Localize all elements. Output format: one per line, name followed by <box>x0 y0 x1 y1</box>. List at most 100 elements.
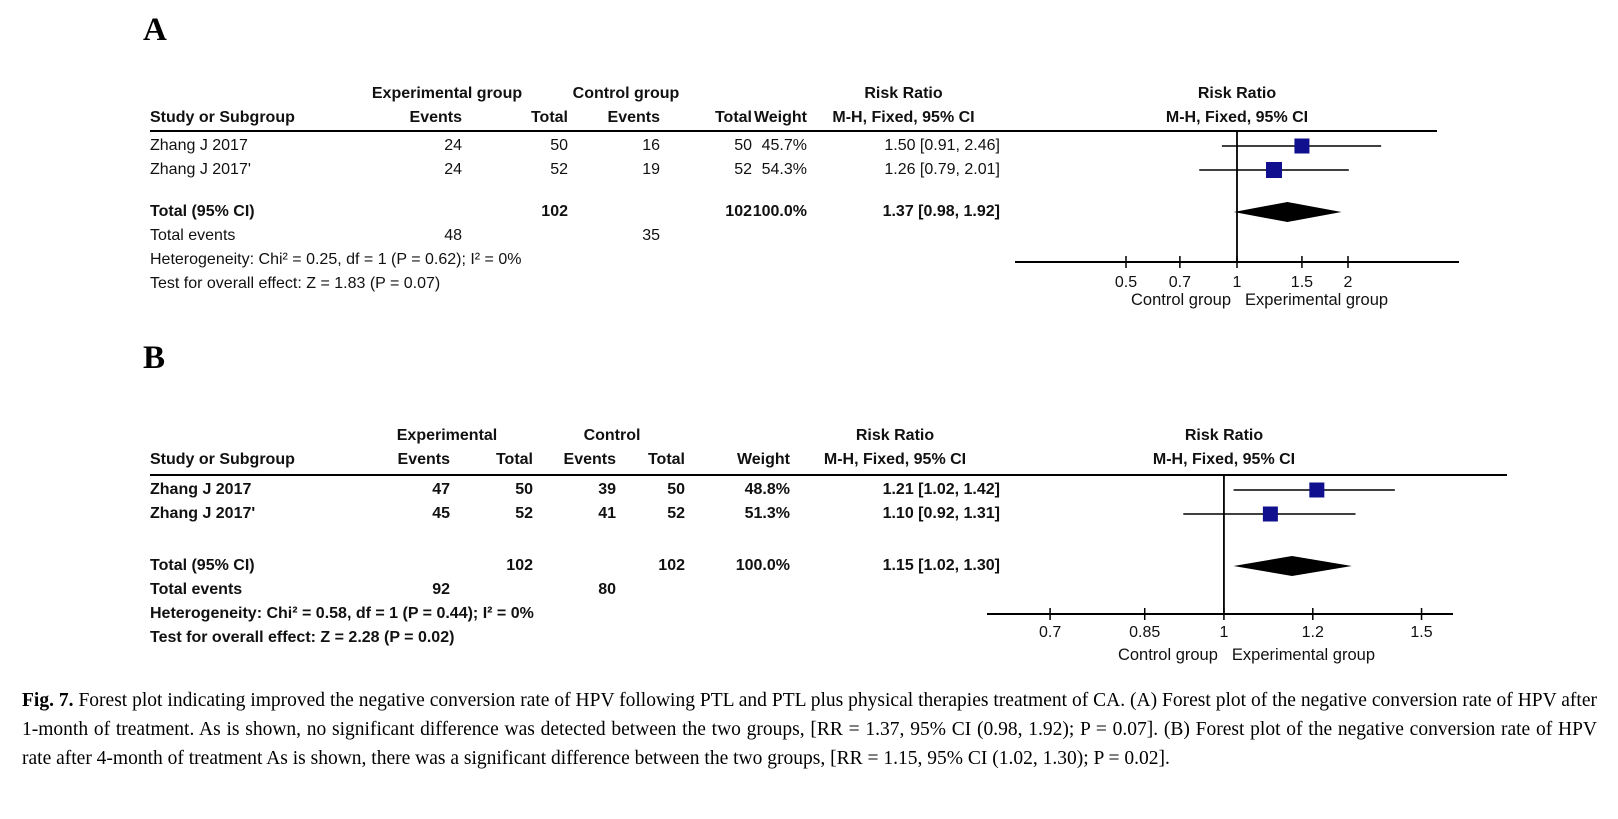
ctrl-events: 41 <box>598 505 616 522</box>
total-risk-ratio-ci: 1.15 [1.02, 1.30] <box>882 557 1000 574</box>
group-header-control: Control <box>583 427 641 444</box>
ctrl-total: 52 <box>667 505 685 522</box>
total-events-exp: 92 <box>432 581 450 598</box>
risk-ratio-ci: 1.10 [0.92, 1.31] <box>882 505 1000 522</box>
weight-value: 51.3% <box>744 505 790 522</box>
forest-plot-a: 0.5 0.7 1 1.5 2 Control group Experimental gro… <box>1015 130 1459 309</box>
study-marker <box>1266 162 1283 178</box>
axis-label-left: Control group <box>1131 291 1231 309</box>
total-label: Total (95% CI) <box>150 557 255 574</box>
risk-ratio-ci: 1.26 [0.79, 2.01] <box>884 161 1000 178</box>
weight-value: 48.8% <box>744 481 790 498</box>
exp-events: 24 <box>444 161 462 178</box>
axis-tick-label: 1.5 <box>1410 624 1432 641</box>
col-header-risk-ratio: Risk Ratio <box>855 427 935 444</box>
ctrl-events: 16 <box>642 137 660 154</box>
study-marker <box>1309 482 1325 498</box>
total-exp-total: 102 <box>506 557 533 574</box>
pooled-diamond <box>1233 202 1342 222</box>
exp-total: 52 <box>550 161 568 178</box>
total-risk-ratio-ci: 1.37 [0.98, 1.92] <box>882 203 1000 220</box>
study-marker <box>1262 506 1278 522</box>
ctrl-total: 52 <box>734 161 752 178</box>
ctrl-total: 50 <box>667 481 685 498</box>
panel-b-table: Experimental Control Risk Ratio Study or… <box>150 424 1000 650</box>
study-name: Zhang J 2017 <box>150 481 252 498</box>
axis-label-left: Control group <box>1118 646 1218 664</box>
col-header-ctrl-events: Events <box>607 109 660 126</box>
col-header-exp-total: Total <box>495 451 533 468</box>
weight-value: 54.3% <box>761 161 807 178</box>
plot-header-method: M-H, Fixed, 95% CI <box>1152 451 1296 468</box>
axis-tick-label: 1.5 <box>1291 274 1313 291</box>
total-label: Total (95% CI) <box>150 203 255 220</box>
plot-header-risk-ratio: Risk Ratio <box>1184 427 1264 444</box>
plot-header-risk-ratio: Risk Ratio <box>1197 85 1277 102</box>
total-events-label: Total events <box>150 227 236 244</box>
total-events-ctrl: 80 <box>598 581 616 598</box>
panel-a-table: Experimental group Control group Risk Ra… <box>150 82 1000 296</box>
col-header-ctrl-total: Total <box>714 109 752 126</box>
group-header-control: Control group <box>572 85 680 102</box>
total-events-label: Total events <box>150 581 243 598</box>
col-header-exp-events: Events <box>397 451 450 468</box>
figure-caption: Fig. 7. Forest plot indicating improved … <box>22 686 1597 773</box>
axis-label-right: Experimental group <box>1245 291 1388 309</box>
risk-ratio-ci: 1.50 [0.91, 2.46] <box>884 137 1000 154</box>
axis-tick-label: 1 <box>1233 274 1242 291</box>
figure-caption-text: Forest plot indicating improved the nega… <box>22 690 1597 769</box>
overall-effect-text: Test for overall effect: Z = 1.83 (P = 0… <box>150 275 441 292</box>
overall-effect-text: Test for overall effect: Z = 2.28 (P = 0… <box>150 629 455 646</box>
col-header-exp-events: Events <box>409 109 462 126</box>
total-weight: 100.0% <box>735 557 790 574</box>
header-rule <box>150 474 1507 476</box>
weight-value: 45.7% <box>761 137 807 154</box>
study-name: Zhang J 2017' <box>150 161 251 178</box>
exp-events: 45 <box>432 505 450 522</box>
total-ctrl-total: 102 <box>658 557 685 574</box>
col-header-exp-total: Total <box>530 109 568 126</box>
study-marker <box>1294 138 1310 154</box>
panel-b-label: B <box>143 340 166 376</box>
heterogeneity-text: Heterogeneity: Chi² = 0.58, df = 1 (P = … <box>150 605 534 622</box>
col-header-method: M-H, Fixed, 95% CI <box>823 451 967 468</box>
plot-header-method: M-H, Fixed, 95% CI <box>1165 109 1309 126</box>
total-ctrl-total: 102 <box>725 203 752 220</box>
study-name: Zhang J 2017 <box>150 137 248 154</box>
ctrl-events: 19 <box>642 161 660 178</box>
exp-events: 24 <box>444 137 462 154</box>
axis-label-right: Experimental group <box>1232 646 1375 664</box>
study-name: Zhang J 2017' <box>150 505 256 522</box>
risk-ratio-ci: 1.21 [1.02, 1.42] <box>882 481 1000 498</box>
col-header-weight: Weight <box>736 451 790 468</box>
exp-total: 52 <box>515 505 533 522</box>
figure-caption-tag: Fig. 7. <box>22 690 74 711</box>
axis-tick-label: 0.85 <box>1129 624 1160 641</box>
axis-tick-label: 2 <box>1344 274 1353 291</box>
ctrl-events: 39 <box>598 481 616 498</box>
header-rule <box>150 130 1437 132</box>
axis-tick-label: 0.7 <box>1169 274 1191 291</box>
group-header-experimental: Experimental <box>396 427 498 444</box>
col-header-ctrl-events: Events <box>563 451 616 468</box>
heterogeneity-text: Heterogeneity: Chi² = 0.25, df = 1 (P = … <box>150 251 522 268</box>
total-weight: 100.0% <box>752 203 807 220</box>
exp-total: 50 <box>550 137 568 154</box>
total-exp-total: 102 <box>541 203 568 220</box>
col-header-method: M-H, Fixed, 95% CI <box>832 109 975 126</box>
exp-events: 47 <box>432 481 450 498</box>
total-events-exp: 48 <box>444 227 462 244</box>
axis-tick-label: 0.7 <box>1039 624 1061 641</box>
group-header-experimental: Experimental group <box>371 85 523 102</box>
ctrl-total: 50 <box>734 137 752 154</box>
forest-plot-b: 0.7 0.85 1 1.2 1.5 Control group Experimental … <box>987 476 1453 664</box>
col-header-study: Study or Subgroup <box>150 109 295 126</box>
col-header-weight: Weight <box>753 109 807 126</box>
pooled-diamond <box>1233 556 1352 576</box>
col-header-study: Study or Subgroup <box>150 451 295 468</box>
axis-tick-label: 1 <box>1219 624 1228 641</box>
col-header-risk-ratio: Risk Ratio <box>864 85 943 102</box>
total-events-ctrl: 35 <box>642 227 660 244</box>
axis-tick-label: 1.2 <box>1302 624 1324 641</box>
